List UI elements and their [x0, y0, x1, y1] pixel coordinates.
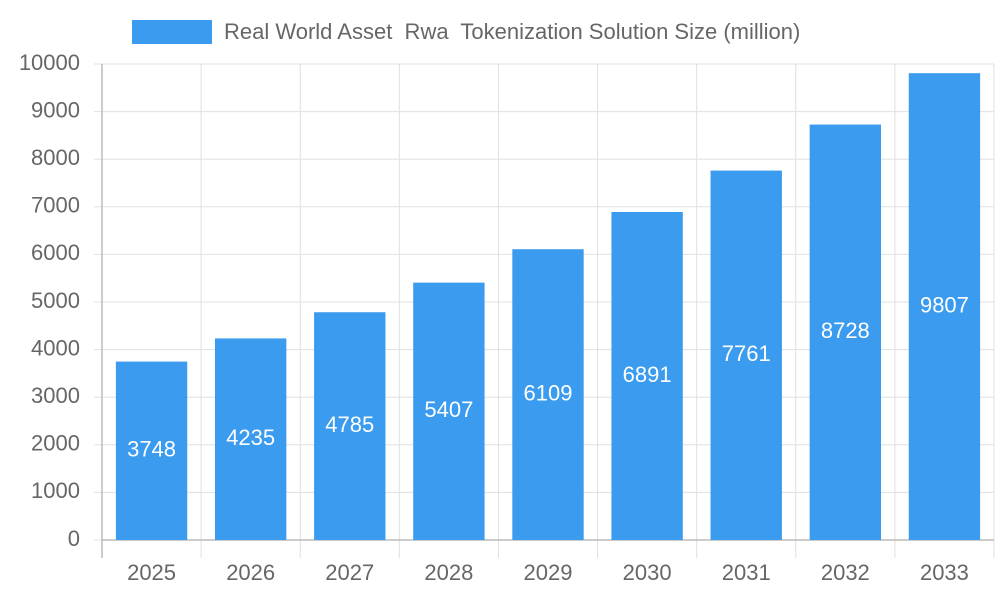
data-label: 4785	[325, 412, 374, 437]
x-tick-label: 2030	[623, 560, 672, 585]
bar	[115, 361, 188, 540]
data-label: 9807	[920, 292, 969, 317]
bar	[611, 211, 683, 540]
x-tick-label: 2027	[325, 560, 374, 585]
data-label: 7761	[722, 341, 771, 366]
x-tick-label: 2033	[920, 560, 969, 585]
data-label: 6109	[524, 380, 573, 405]
y-tick-label: 3000	[31, 383, 80, 408]
data-label: 5407	[424, 397, 473, 422]
y-tick-label: 2000	[31, 431, 80, 456]
bar	[809, 124, 882, 540]
y-tick-label: 0	[68, 526, 80, 551]
bar	[512, 249, 584, 540]
data-label: 8728	[821, 318, 870, 343]
x-tick-label: 2032	[821, 560, 870, 585]
y-tick-label: 1000	[31, 478, 80, 503]
x-tick-label: 2028	[424, 560, 473, 585]
x-tick-label: 2031	[722, 560, 771, 585]
bar	[214, 338, 287, 540]
data-label: 6891	[623, 362, 672, 387]
bar	[908, 73, 981, 540]
data-label: 3748	[127, 437, 176, 462]
y-tick-label: 6000	[31, 240, 80, 265]
x-tick-label: 2026	[226, 560, 275, 585]
bar	[413, 282, 485, 540]
x-tick-label: 2025	[127, 560, 176, 585]
bar	[314, 312, 386, 540]
data-label: 4235	[226, 425, 275, 450]
x-tick-label: 2029	[524, 560, 573, 585]
y-tick-label: 10000	[19, 50, 80, 75]
y-tick-label: 4000	[31, 335, 80, 360]
bar	[710, 170, 782, 540]
y-tick-label: 7000	[31, 193, 80, 218]
y-tick-label: 5000	[31, 288, 80, 313]
y-tick-label: 8000	[31, 145, 80, 170]
y-tick-label: 9000	[31, 97, 80, 122]
legend-swatch	[132, 20, 212, 44]
legend-label: Real World Asset Rwa Tokenization Soluti…	[224, 19, 800, 44]
